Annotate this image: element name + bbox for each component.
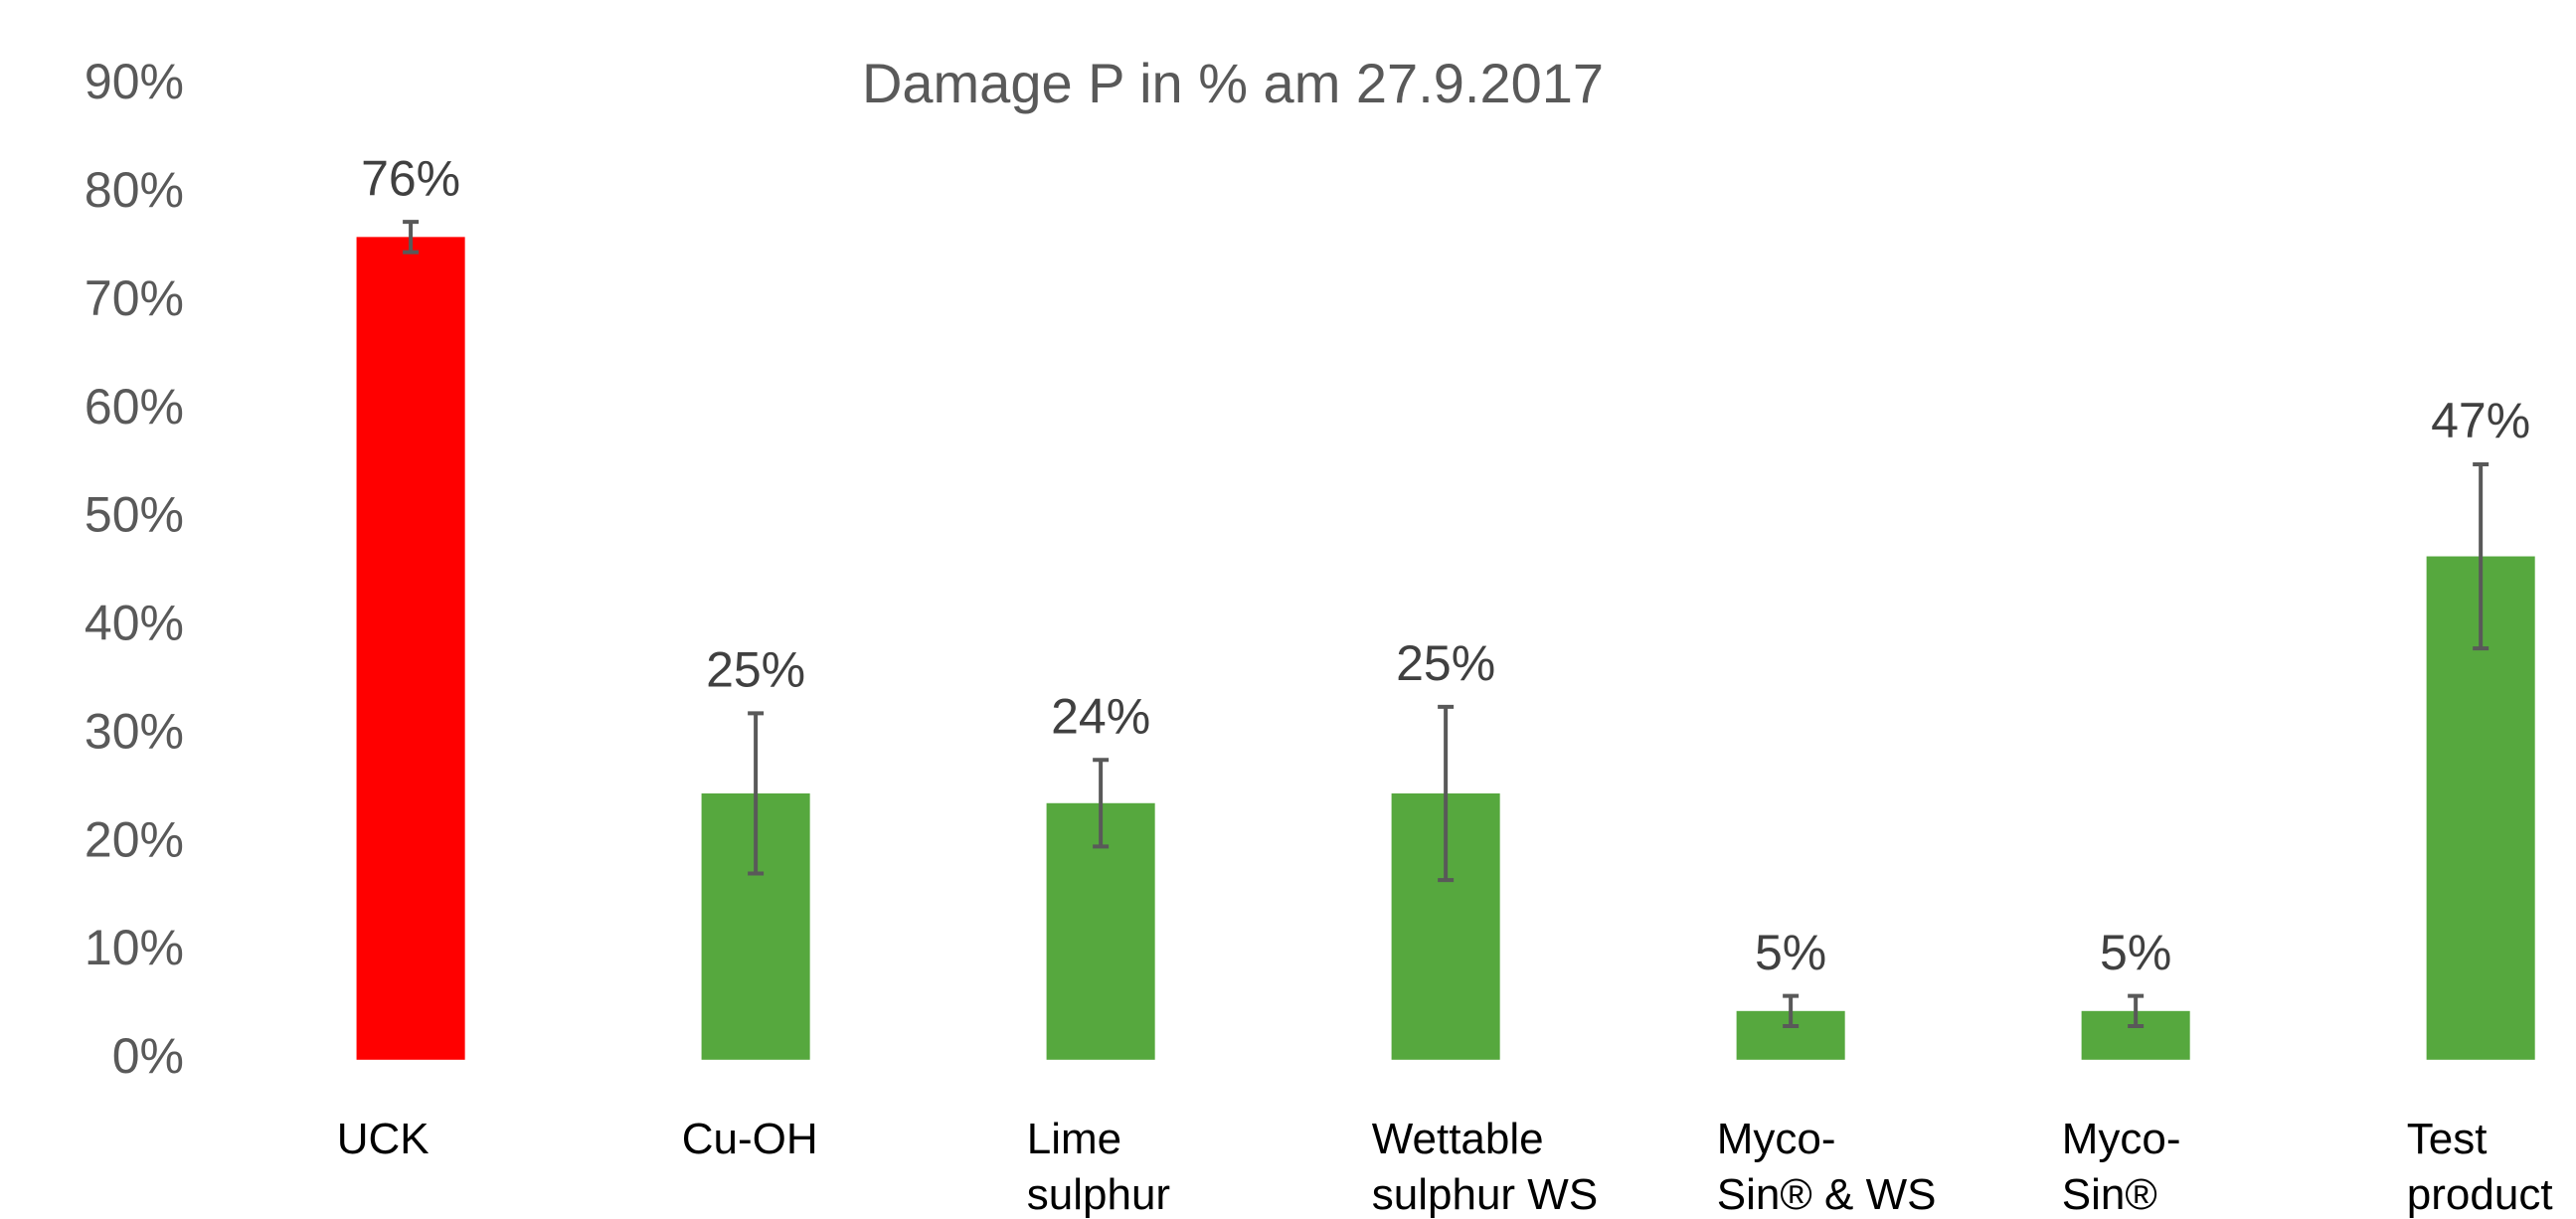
x-tick-label-line: Sin® [2062, 1170, 2157, 1219]
x-tick-label-line: sulphur WS [1372, 1170, 1598, 1219]
error-bar [1783, 993, 1800, 1029]
error-bar [748, 711, 765, 876]
y-tick-label: 90% [85, 54, 184, 109]
data-label: 25% [1396, 635, 1495, 691]
x-tick-label-line: Myco- [2062, 1115, 2181, 1163]
error-bar [2473, 461, 2490, 651]
data-label: 5% [2100, 925, 2171, 980]
x-tick-label-line: Wettable [1372, 1115, 1544, 1163]
data-label: 5% [1755, 925, 1826, 980]
x-tick-label: UCK [337, 1115, 429, 1163]
data-label: 47% [2431, 393, 2530, 448]
y-tick-label: 0% [112, 1028, 184, 1084]
x-tick-label: Lime sulphur [1027, 1115, 1170, 1219]
data-label: 25% [706, 642, 805, 698]
y-tick-label: 80% [85, 162, 184, 218]
error-bar [2128, 993, 2145, 1029]
y-tick-label: 40% [85, 596, 184, 651]
x-tick-label-line: product [2407, 1170, 2553, 1219]
error-bar [403, 220, 420, 255]
x-tick-label-line: sulphur [1027, 1170, 1170, 1219]
x-tick-label-line: UCK [337, 1115, 429, 1163]
y-tick-label: 30% [85, 703, 184, 759]
chart-title: Damage P in % am 27.9.2017 [862, 52, 1604, 114]
x-tick-label-line: Myco- [1717, 1115, 1836, 1163]
x-tick-label-line: Lime [1027, 1115, 1121, 1163]
x-tick-label: Test product [2407, 1115, 2553, 1219]
y-tick-label: 10% [85, 920, 184, 975]
x-tick-label-line: Test [2407, 1115, 2488, 1163]
x-tick-label: Cu-OH [682, 1115, 818, 1163]
x-tick-label: Myco- Sin® [2062, 1115, 2181, 1219]
error-bar [1093, 758, 1110, 849]
x-tick-label-line: Cu-OH [682, 1115, 818, 1163]
x-tick-label-line: Sin® & WS [1717, 1170, 1937, 1219]
y-tick-label: 70% [85, 270, 184, 326]
y-tick-label: 60% [85, 379, 184, 435]
y-tick-label: 50% [85, 487, 184, 543]
data-label: 24% [1051, 688, 1150, 744]
x-tick-label: Myco- Sin® & WS [1717, 1115, 1937, 1219]
bar [356, 237, 465, 1060]
y-tick-label: 20% [85, 811, 184, 867]
x-tick-label: Wettable sulphur WS [1372, 1115, 1598, 1219]
error-bar [1438, 704, 1455, 883]
data-label: 76% [361, 150, 460, 206]
